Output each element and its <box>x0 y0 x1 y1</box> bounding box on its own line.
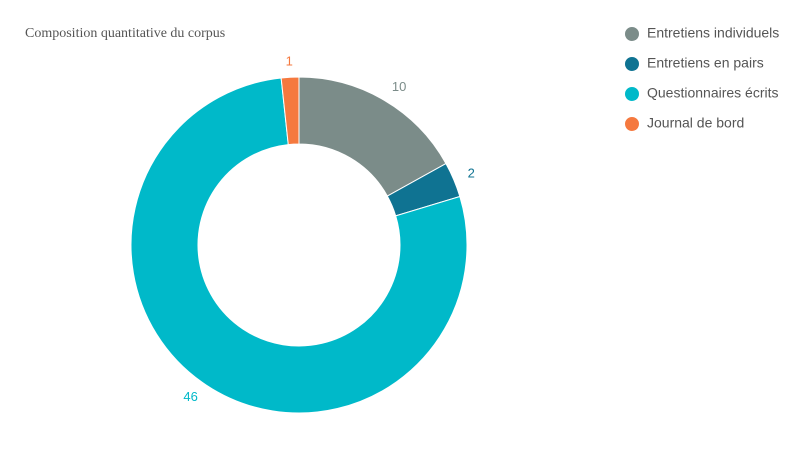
legend-marker <box>625 57 639 71</box>
legend-label: Entretiens individuels <box>647 25 779 41</box>
legend-marker <box>625 27 639 41</box>
legend-marker <box>625 117 639 131</box>
legend-label: Questionnaires écrits <box>647 85 779 101</box>
legend-label: Journal de bord <box>647 115 744 131</box>
data-label: 46 <box>183 389 197 404</box>
chart-title: Composition quantitative du corpus <box>25 26 225 41</box>
legend-marker <box>625 87 639 101</box>
data-label: 10 <box>392 79 406 94</box>
slice <box>280 76 300 146</box>
legend-label: Entretiens en pairs <box>647 55 764 71</box>
data-label: 1 <box>286 54 293 69</box>
data-label: 2 <box>468 165 475 180</box>
slice <box>130 77 468 414</box>
